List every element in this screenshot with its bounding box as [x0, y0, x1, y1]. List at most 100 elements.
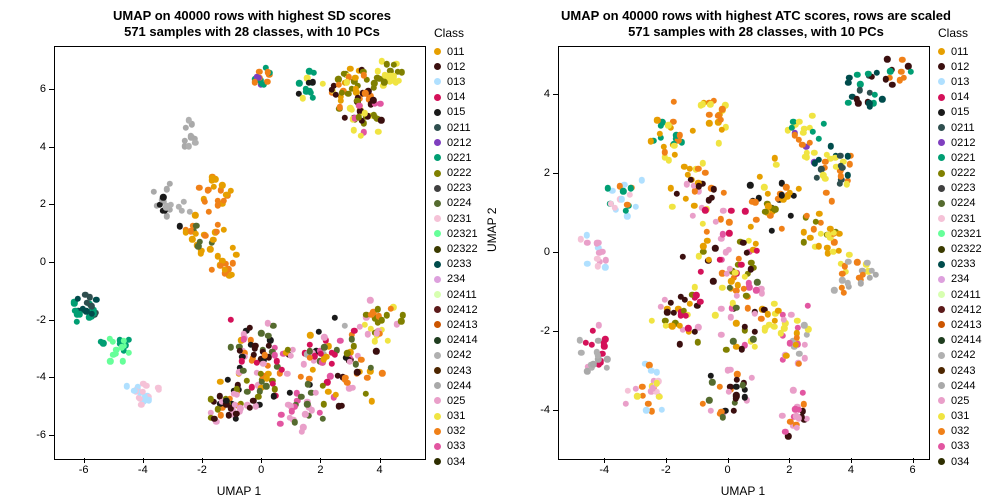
legend-label: 02413 [951, 319, 982, 331]
legend-label: 234 [951, 273, 969, 285]
legend-label: 0211 [951, 122, 975, 134]
legend-swatch [434, 63, 441, 70]
x-tick [380, 458, 381, 463]
legend-swatch [938, 352, 945, 359]
scatter-point [241, 336, 247, 342]
scatter-point [769, 228, 775, 234]
scatter-point [752, 199, 758, 205]
scatter-point [747, 182, 753, 188]
scatter-point [857, 280, 863, 286]
legend-item: 02412 [936, 302, 982, 317]
legend-item: 0233 [936, 257, 982, 272]
scatter-point [264, 79, 270, 85]
legend-swatch [938, 78, 945, 85]
legend-swatch [434, 94, 441, 101]
x-tick [851, 458, 852, 463]
legend-label: 011 [447, 46, 465, 58]
legend-item: 034 [432, 454, 478, 469]
scatter-point [733, 396, 739, 402]
scatter-point [845, 258, 851, 264]
legend-swatch [938, 139, 945, 146]
scatter-point [772, 155, 778, 161]
scatter-point [73, 319, 79, 325]
scatter-point [656, 394, 662, 400]
legend-swatch [434, 170, 441, 177]
scatter-point [125, 349, 131, 355]
legend-label: 02322 [951, 243, 982, 255]
scatter-point [648, 138, 654, 144]
scatter-point [733, 384, 739, 390]
x-tick [84, 458, 85, 463]
scatter-point [668, 185, 674, 191]
scatter-point [783, 353, 789, 359]
x-tick-label: 6 [910, 464, 916, 476]
y-tick [553, 410, 558, 411]
scatter-point [345, 91, 351, 97]
y-tick [553, 331, 558, 332]
x-tick [261, 458, 262, 463]
scatter-point [620, 188, 626, 194]
scatter-point [765, 311, 771, 317]
scatter-point [596, 322, 602, 328]
scatter-point [740, 240, 746, 246]
scatter-point [803, 213, 809, 219]
legend-item: 0223 [936, 181, 982, 196]
legend-swatch [434, 367, 441, 374]
legend-swatch [938, 276, 945, 283]
scatter-point [710, 186, 716, 192]
scatter-point [844, 181, 850, 187]
scatter-point [845, 99, 851, 105]
scatter-point [734, 293, 740, 299]
scatter-point [375, 306, 381, 312]
scatter-point [164, 213, 170, 219]
legend-label: 025 [951, 395, 969, 407]
scatter-point [702, 170, 708, 176]
y-tick-label: 2 [530, 167, 550, 179]
scatter-point [847, 161, 853, 167]
scatter-point [727, 367, 733, 373]
scatter-point [799, 390, 805, 396]
scatter-point [253, 403, 259, 409]
x-tick-label: 4 [377, 464, 383, 476]
legend-swatch [434, 124, 441, 131]
scatter-point [745, 305, 751, 311]
scatter-point [697, 269, 703, 275]
scatter-point [745, 238, 751, 244]
legend-swatch [938, 458, 945, 465]
scatter-point [578, 349, 584, 355]
scatter-point [218, 412, 224, 418]
legend-swatch [938, 337, 945, 344]
legend-swatch [938, 154, 945, 161]
scatter-point [818, 220, 824, 226]
scatter-point [634, 393, 640, 399]
scatter-point [228, 344, 234, 350]
scatter-point [712, 245, 718, 251]
legend-swatch [938, 367, 945, 374]
legend-swatch [434, 321, 441, 328]
scatter-point [255, 393, 261, 399]
scatter-point [192, 212, 198, 218]
right-panel: UMAP on 40000 rows with highest ATC scor… [504, 0, 1008, 504]
scatter-point [738, 261, 744, 267]
scatter-point [807, 235, 813, 241]
scatter-point [233, 416, 239, 422]
scatter-point [750, 336, 756, 342]
y-tick [49, 262, 54, 263]
scatter-point [690, 128, 696, 134]
y-tick [553, 94, 558, 95]
chart-title: UMAP on 40000 rows with highest ATC scor… [504, 8, 1008, 41]
legend-item: 0244 [432, 378, 478, 393]
scatter-point [342, 323, 348, 329]
scatter-point [696, 253, 702, 259]
legend-label: 02412 [951, 304, 982, 316]
legend-item: 0221 [936, 150, 982, 165]
scatter-point [835, 247, 841, 253]
scatter-point [383, 61, 389, 67]
plot-area [54, 46, 426, 460]
scatter-point [250, 351, 256, 357]
legend-item: 0222 [432, 166, 478, 181]
scatter-point [739, 346, 745, 352]
scatter-point [723, 249, 729, 255]
scatter-point [676, 132, 682, 138]
legend-item: 02411 [432, 287, 478, 302]
